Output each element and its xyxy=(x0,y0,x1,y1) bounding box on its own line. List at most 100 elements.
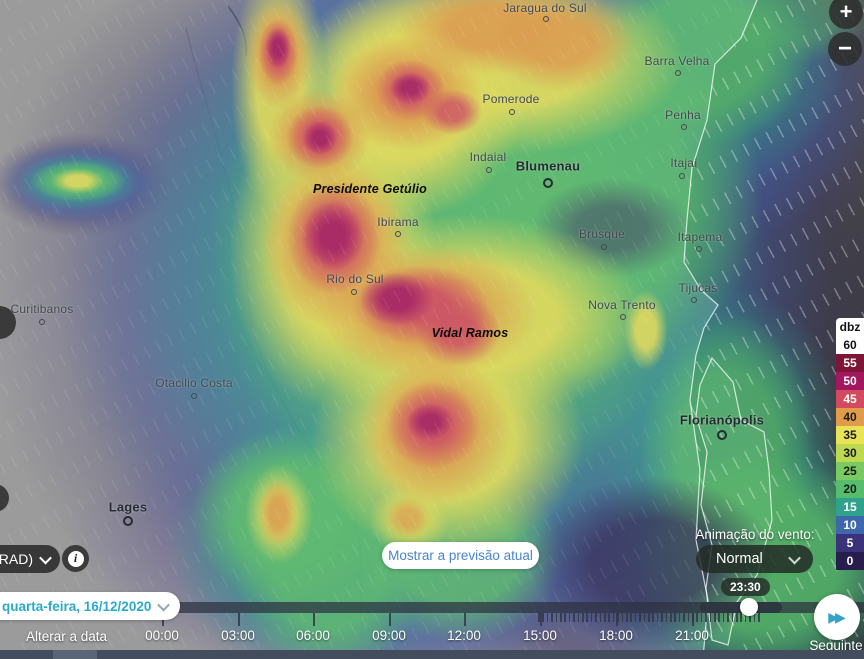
city-label: Penha xyxy=(665,108,701,122)
chevron-down-icon xyxy=(157,598,171,611)
wind-mode-value: Normal xyxy=(716,551,763,567)
city-marker xyxy=(675,70,681,76)
timeline-fine-tick xyxy=(604,613,606,622)
city-label: Lages xyxy=(108,499,148,515)
legend-row-55: 55 xyxy=(836,354,864,372)
timeline-fine-tick xyxy=(709,613,712,622)
timeline-fine-tick xyxy=(586,613,588,622)
current-time-value: 23:30 xyxy=(730,580,761,594)
legend-row-20: 20 xyxy=(836,480,864,498)
timeline-fine-tick xyxy=(736,613,738,622)
timeline-fine-tick xyxy=(568,613,571,622)
timeline-major-tick xyxy=(464,613,466,626)
timeline-hour-label: 18:00 xyxy=(599,628,633,643)
zoom-out-button[interactable]: − xyxy=(828,32,862,66)
timeline-fine-tick xyxy=(722,613,725,622)
next-button-label: Seguinte xyxy=(809,638,863,653)
current-time-badge: 23:30 xyxy=(721,578,770,596)
time-slider-handle[interactable] xyxy=(740,598,758,616)
timeline-fine-tick xyxy=(612,613,615,622)
city-marker xyxy=(691,297,697,303)
timeline-fine-tick xyxy=(674,613,676,622)
wind-mode-dropdown[interactable]: Normal xyxy=(696,545,813,573)
city-label: Barra Velha xyxy=(644,54,710,68)
timeline-major-tick xyxy=(389,613,391,626)
city-label: Tijucas xyxy=(678,281,718,295)
layer-picker-pill[interactable]: RAD) xyxy=(0,545,60,573)
city-label: Indaial xyxy=(469,150,507,164)
timeline-hour-label: 03:00 xyxy=(221,628,255,643)
timeline-fine-tick xyxy=(687,613,690,622)
timeline-fine-tick xyxy=(595,613,597,622)
timeline-fine-tick xyxy=(582,613,584,622)
timeline-hour-label: 00:00 xyxy=(145,628,179,643)
timeline-fine-tick xyxy=(753,613,756,622)
city-label: Vidal Ramos xyxy=(431,326,509,340)
timeline-fine-tick xyxy=(551,613,553,622)
zoom-in-button[interactable]: + xyxy=(829,0,863,29)
city-label: Curitibanos xyxy=(10,302,74,316)
edge-button-bottom[interactable] xyxy=(0,484,9,512)
city-marker xyxy=(679,173,685,179)
city-marker xyxy=(509,109,515,115)
city-marker xyxy=(395,231,401,237)
legend-row-25: 25 xyxy=(836,462,864,480)
timeline-fine-tick xyxy=(705,613,707,622)
timeline-fine-tick xyxy=(608,613,610,622)
timeline-fine-tick xyxy=(573,613,575,622)
timeline-fine-tick xyxy=(538,613,540,622)
dbz-legend: dbz 60 55 50 45 40 35 30 25 20 15 10 5 0 xyxy=(836,318,864,570)
timeline-fine-tick xyxy=(678,613,681,622)
city-label: Blumenau xyxy=(515,158,581,174)
timeline-fine-tick xyxy=(696,613,698,622)
show-forecast-button[interactable]: Mostrar a previsão atual xyxy=(382,542,539,569)
timeline-fine-tick xyxy=(700,613,703,622)
timeline-fine-tick xyxy=(665,613,668,622)
edge-button-top[interactable] xyxy=(0,306,16,339)
timeline-fine-tick xyxy=(718,613,720,622)
timeline-hour-label: 12:00 xyxy=(447,628,481,643)
island-outline-path xyxy=(695,356,773,646)
coastline-path xyxy=(683,0,758,659)
timeline-major-tick xyxy=(540,613,542,626)
city-label: Jaragua do Sul xyxy=(503,1,587,15)
city-marker xyxy=(717,430,727,440)
timeline-fine-tick xyxy=(758,613,760,622)
info-button[interactable]: i xyxy=(62,545,89,572)
city-marker xyxy=(486,167,492,173)
legend-rows: 60 55 50 45 40 35 30 25 20 15 10 5 0 xyxy=(836,336,864,570)
city-marker xyxy=(191,393,197,399)
timeline-fine-tick xyxy=(630,613,632,622)
timeline-track[interactable] xyxy=(0,602,864,613)
timeline-fine-tick xyxy=(692,613,694,622)
timeline-major-tick xyxy=(238,613,240,626)
city-marker xyxy=(620,314,626,320)
timeline-fine-tick xyxy=(670,613,672,622)
city-label: Itapema xyxy=(677,230,723,244)
legend-unit-label: dbz xyxy=(836,318,864,336)
city-marker xyxy=(681,124,687,130)
city-label: Pomerode xyxy=(482,92,540,106)
city-label: Nova Trento xyxy=(588,298,656,312)
change-date-label: Alterar a data xyxy=(26,629,108,644)
legend-row-15: 15 xyxy=(836,498,864,516)
timeline-fine-tick xyxy=(617,613,619,622)
fast-forward-icon: ▶▶ xyxy=(828,608,845,625)
timeline-fine-tick xyxy=(740,613,742,622)
legend-row-40: 40 xyxy=(836,408,864,426)
timeline-fine-tick xyxy=(542,613,544,622)
plus-icon: + xyxy=(839,0,853,24)
timeline-major-tick xyxy=(616,613,618,626)
wind-animation-label: Animação do vento: xyxy=(695,527,815,542)
next-play-button[interactable]: ▶▶ xyxy=(814,594,860,640)
legend-row-50: 50 xyxy=(836,372,864,390)
date-picker-pill[interactable]: quarta-feira, 16/12/2020 xyxy=(0,592,181,620)
timeline-fine-tick xyxy=(577,613,580,622)
timeline-fine-tick xyxy=(652,613,654,622)
info-icon: i xyxy=(67,550,84,567)
timeline-fine-tick xyxy=(555,613,558,622)
